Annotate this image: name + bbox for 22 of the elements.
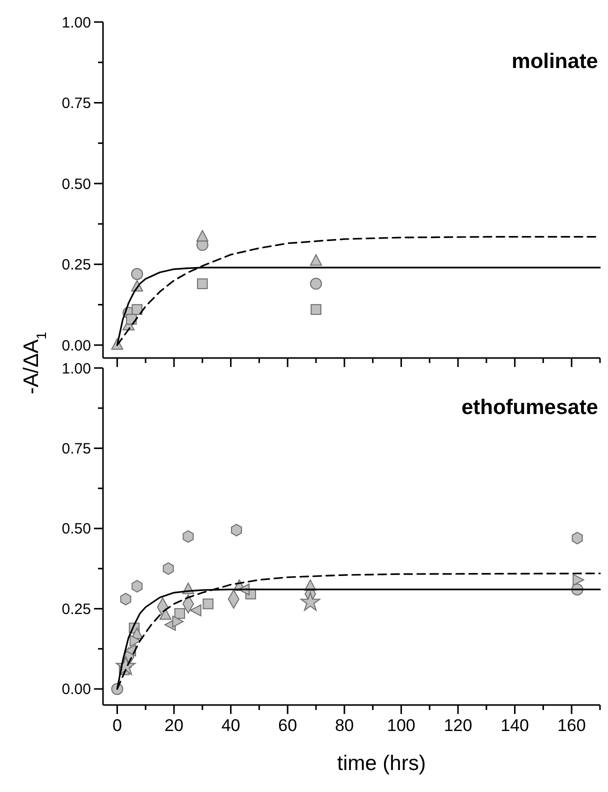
x-tick-label: 80 bbox=[334, 716, 354, 735]
text: molinate bbox=[512, 50, 598, 73]
y-tick-label: 0.75 bbox=[62, 440, 91, 458]
y-tick-label: 0.50 bbox=[62, 520, 91, 538]
x-tick-label: 120 bbox=[444, 716, 472, 735]
y-tick-label: 0.00 bbox=[62, 681, 91, 698]
x-tick-label: 60 bbox=[278, 716, 298, 735]
x-tick-label: 160 bbox=[557, 716, 586, 735]
y-tick-label: 0.25 bbox=[62, 256, 91, 274]
y-tick-label: 0.75 bbox=[62, 95, 91, 112]
y-tick-label: 1.00 bbox=[62, 14, 91, 32]
x-tick-label: 140 bbox=[500, 716, 529, 735]
x-axis-title: time (hrs) bbox=[337, 752, 426, 775]
x-tick-label: 100 bbox=[387, 716, 416, 735]
y-tick-label: 1.00 bbox=[62, 360, 91, 378]
x-tick-label: 0 bbox=[112, 716, 122, 735]
y-tick-label: 0.25 bbox=[62, 600, 91, 618]
x-tick-label: 40 bbox=[221, 716, 240, 735]
y-tick-label: 0.50 bbox=[62, 176, 91, 193]
text: ethofumesate bbox=[461, 396, 598, 419]
x-tick-label: 20 bbox=[164, 716, 184, 735]
y-tick-label: 0.00 bbox=[62, 337, 91, 354]
